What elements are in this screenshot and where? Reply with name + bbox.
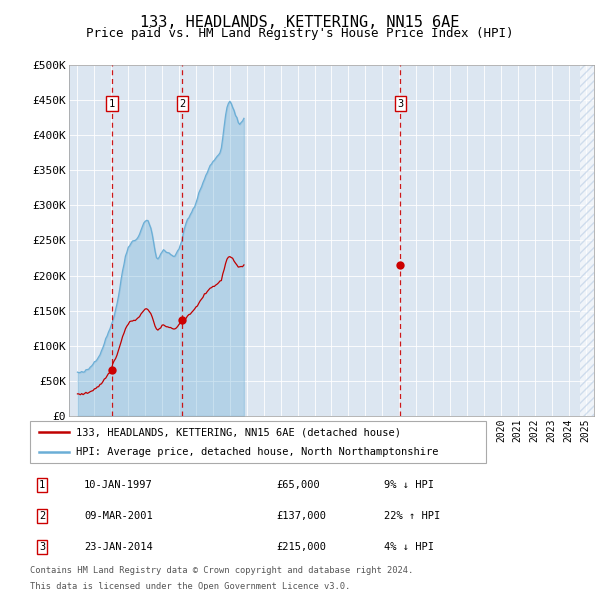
Text: 133, HEADLANDS, KETTERING, NN15 6AE: 133, HEADLANDS, KETTERING, NN15 6AE [140, 15, 460, 30]
Text: £215,000: £215,000 [276, 542, 326, 552]
Text: 09-MAR-2001: 09-MAR-2001 [84, 511, 153, 521]
Text: Contains HM Land Registry data © Crown copyright and database right 2024.: Contains HM Land Registry data © Crown c… [30, 566, 413, 575]
Text: 9% ↓ HPI: 9% ↓ HPI [384, 480, 434, 490]
Text: 4% ↓ HPI: 4% ↓ HPI [384, 542, 434, 552]
Text: 133, HEADLANDS, KETTERING, NN15 6AE (detached house): 133, HEADLANDS, KETTERING, NN15 6AE (det… [76, 427, 401, 437]
Text: £137,000: £137,000 [276, 511, 326, 521]
Text: £65,000: £65,000 [276, 480, 320, 490]
Text: 22% ↑ HPI: 22% ↑ HPI [384, 511, 440, 521]
Text: 3: 3 [39, 542, 45, 552]
Text: 3: 3 [397, 99, 403, 109]
FancyBboxPatch shape [30, 421, 486, 463]
Text: HPI: Average price, detached house, North Northamptonshire: HPI: Average price, detached house, Nort… [76, 447, 438, 457]
Text: 1: 1 [109, 99, 115, 109]
Text: This data is licensed under the Open Government Licence v3.0.: This data is licensed under the Open Gov… [30, 582, 350, 590]
Text: 23-JAN-2014: 23-JAN-2014 [84, 542, 153, 552]
Text: 10-JAN-1997: 10-JAN-1997 [84, 480, 153, 490]
Text: 2: 2 [39, 511, 45, 521]
Text: 1: 1 [39, 480, 45, 490]
Text: Price paid vs. HM Land Registry's House Price Index (HPI): Price paid vs. HM Land Registry's House … [86, 27, 514, 40]
Text: 2: 2 [179, 99, 185, 109]
